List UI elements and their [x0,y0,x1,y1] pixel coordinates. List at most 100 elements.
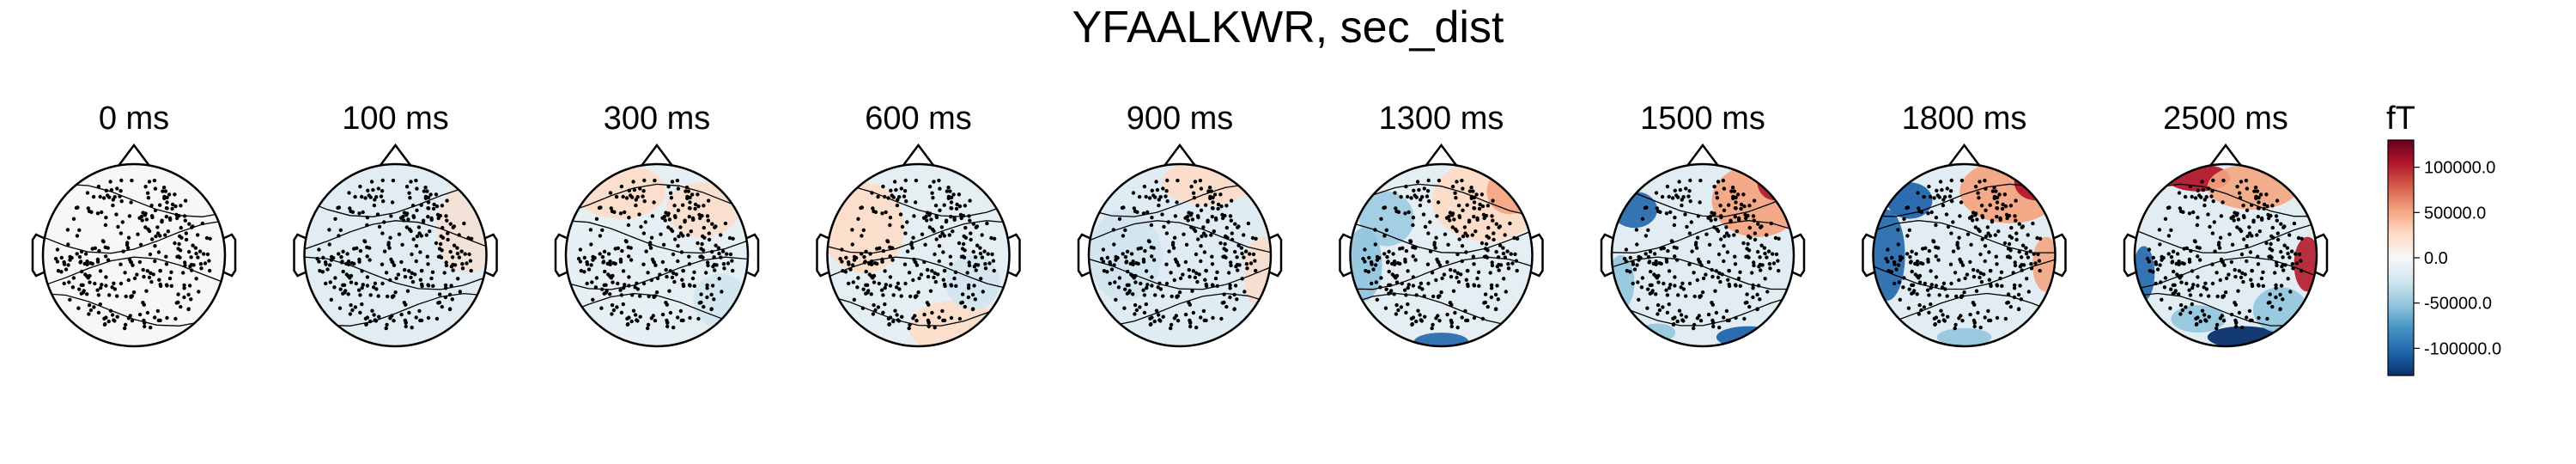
nose-outline [1425,143,1458,167]
sensor [1361,256,1365,261]
sensor [103,223,108,228]
sensor [1929,302,1933,307]
sensor [2250,268,2254,273]
sensor [2005,301,2009,305]
sensor [2250,234,2254,238]
sensor [692,284,696,288]
sensor [434,316,440,321]
right-ear-outline [1269,233,1283,278]
sensor [1195,279,1200,284]
sensor [2218,278,2222,283]
sensor [608,262,612,266]
sensor [582,270,586,274]
sensor [1889,270,1894,274]
sensor [346,262,351,266]
sensor [183,260,187,265]
sensor [1376,255,1382,260]
right-ear-outline [2053,233,2067,278]
sensor [1189,225,1194,229]
sensor [1670,196,1675,200]
sensor [1681,319,1686,323]
sensor [704,271,708,275]
sensor [1672,223,1677,228]
sensor [914,319,919,323]
sensor [2037,259,2042,263]
sensor [873,308,878,313]
sensor [872,280,877,284]
sensor [1472,206,1477,211]
sensor [902,194,907,198]
sensor [1210,254,1214,259]
sensor [2199,293,2203,297]
sensor [1207,186,1212,190]
sensor [1157,198,1162,202]
sensor [2252,189,2257,193]
sensor [712,297,716,302]
sensor [1183,259,1188,265]
sensor [91,194,96,199]
sensor [1631,281,1635,286]
sensor [443,286,448,290]
sensor [1133,273,1138,278]
sensor [1178,276,1183,281]
sensor [1735,192,1741,197]
sensor [1147,196,1152,200]
sensor [1513,252,1517,257]
sensor [2028,249,2032,253]
sensor [1411,223,1415,228]
sensor [688,315,692,321]
sensor [1988,318,1993,323]
sensor [1643,234,1649,238]
sensor [1654,191,1659,195]
left-ear-outline [816,233,829,278]
topomap-panel: 1500 ms [1600,101,1806,348]
sensor [158,203,162,207]
sensor [97,248,101,253]
sensor [1699,263,1704,267]
sensor [2210,189,2215,193]
sensor [129,200,133,205]
sensor [386,241,391,245]
sensor [637,212,641,217]
sensor [1498,243,1503,247]
sensor [712,262,717,267]
sensor [365,275,370,279]
sensor [621,194,625,199]
sensor [1728,218,1733,223]
sensor [1230,237,1235,242]
sensor [1150,315,1154,320]
sensor [1215,284,1220,288]
sensor [633,285,637,290]
sensor [1460,315,1464,320]
sensor [2269,234,2274,239]
sensor [1727,284,1732,289]
sensor [1662,281,1666,286]
sensor [119,178,124,183]
sensor [1406,285,1410,290]
sensor [1901,285,1905,290]
sensor [1176,263,1181,267]
sensor [1768,266,1772,271]
sensor [62,259,66,265]
sensor [115,186,119,191]
sensor [1957,235,1961,240]
sensor [699,254,704,259]
sensor [1117,276,1122,280]
topomap-panels: 0 ms 100 ms 300 ms 600 ms 900 ms 1300 ms 1500 … [31,101,2329,348]
sensor [1672,245,1677,249]
sensor [1677,308,1682,313]
sensor [1648,283,1653,287]
sensor [2190,302,2194,307]
sensor [106,258,111,262]
sensor [360,285,364,290]
sensor [1186,218,1190,223]
sensor [713,268,717,272]
sensor [2288,290,2293,294]
sensor [1443,232,1448,236]
sensor [418,250,422,254]
sensor [104,216,108,220]
sensor [1403,257,1407,262]
sensor [153,186,158,191]
sensor [2195,322,2199,327]
sensor [1364,269,1368,273]
